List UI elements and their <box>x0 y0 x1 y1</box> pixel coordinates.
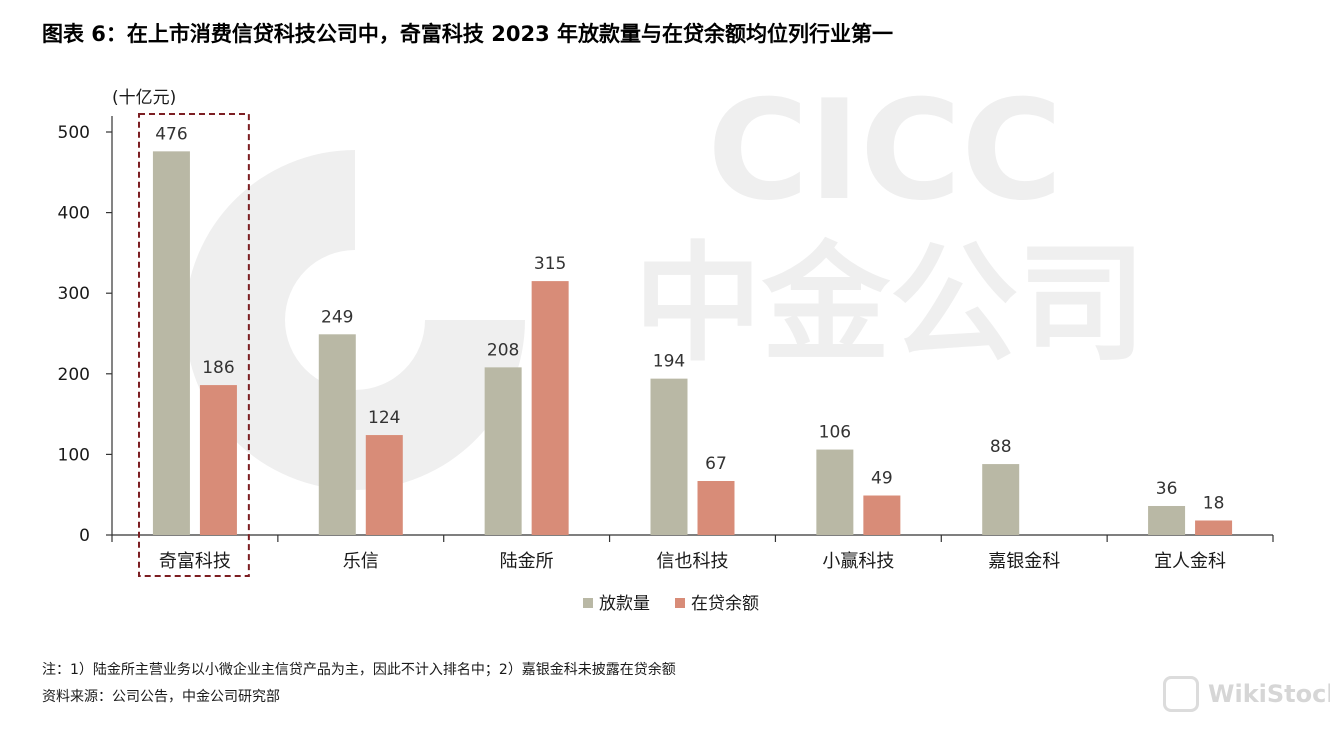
data-label-loan-volume: 106 <box>819 423 851 443</box>
data-label-loan-volume: 88 <box>990 437 1012 457</box>
x-category-label: 小赢科技 <box>822 550 894 572</box>
legend-swatch-outstanding-balance <box>675 598 685 608</box>
data-label-loan-volume: 476 <box>155 124 187 144</box>
legend-label-outstanding-balance: 在贷余额 <box>691 594 759 614</box>
bar-outstanding-balance <box>697 480 735 535</box>
wikistock-logo-icon <box>1163 676 1199 712</box>
y-tick-label: 300 <box>58 284 90 304</box>
y-tick-label: 0 <box>79 526 90 546</box>
data-label-loan-volume: 36 <box>1156 479 1178 499</box>
y-tick-label: 100 <box>58 445 90 465</box>
bar-loan-volume <box>1148 505 1186 535</box>
y-tick-label: 400 <box>58 204 90 224</box>
bar-outstanding-balance <box>365 435 403 535</box>
bar-loan-volume <box>484 367 522 535</box>
bar-loan-volume <box>650 378 688 535</box>
x-category-label: 嘉银金科 <box>988 551 1060 572</box>
bar-outstanding-balance <box>1195 520 1233 535</box>
bar-loan-volume <box>318 334 356 535</box>
data-label-outstanding-balance: 49 <box>871 469 893 489</box>
x-category-label: 宜人金科 <box>1154 551 1226 572</box>
bar-outstanding-balance <box>863 495 901 535</box>
bar-outstanding-balance <box>531 281 569 535</box>
x-category-label: 奇富科技 <box>159 551 231 572</box>
bar-loan-volume <box>982 464 1020 535</box>
data-label-outstanding-balance: 18 <box>1203 493 1225 513</box>
chart-source: 资料来源：公司公告，中金公司研究部 <box>42 689 280 705</box>
wikistock-watermark: WikiStock <box>1208 680 1330 708</box>
data-label-outstanding-balance: 124 <box>368 408 400 428</box>
data-label-outstanding-balance: 315 <box>534 254 566 274</box>
bar-loan-volume <box>816 449 854 535</box>
highlight-box <box>138 113 250 577</box>
data-label-outstanding-balance: 186 <box>202 358 234 378</box>
x-category-label: 陆金所 <box>500 551 554 572</box>
data-label-outstanding-balance: 67 <box>705 454 727 474</box>
legend-swatch-loan-volume <box>583 598 593 608</box>
chart-note: 注：1）陆金所主营业务以小微企业主信贷产品为主，因此不计入排名中；2）嘉银金科未… <box>42 662 676 678</box>
bar-outstanding-balance <box>199 385 237 535</box>
y-axis-unit-label: (十亿元) <box>112 88 176 108</box>
cicc-watermark-en: CICC <box>707 70 1062 231</box>
chart-title: 图表 6：在上市消费信贷科技公司中，奇富科技 2023 年放款量与在贷余额均位列… <box>42 22 893 46</box>
data-label-loan-volume: 194 <box>653 352 685 372</box>
y-tick-label: 500 <box>58 123 90 143</box>
legend-label-loan-volume: 放款量 <box>599 594 650 614</box>
x-category-label: 信也科技 <box>657 551 729 572</box>
data-label-loan-volume: 208 <box>487 340 519 360</box>
cicc-logo-icon <box>185 150 525 490</box>
data-label-loan-volume: 249 <box>321 307 353 327</box>
y-tick-label: 200 <box>58 365 90 385</box>
cicc-watermark-cn: 中金公司 <box>634 230 1146 379</box>
x-category-label: 乐信 <box>343 551 379 572</box>
bar-loan-volume <box>152 151 190 535</box>
